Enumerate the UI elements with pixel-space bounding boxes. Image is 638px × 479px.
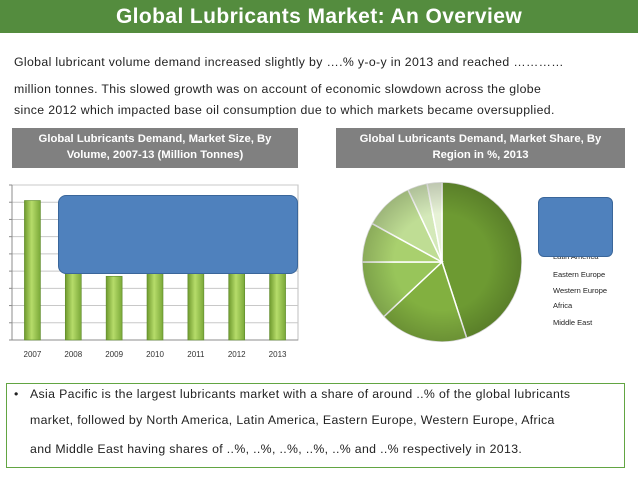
pie-chart-banner: Global Lubricants Demand, Market Share, … bbox=[336, 128, 625, 168]
bar-chart-title-line-2: Volume, 2007-13 (Million Tonnes) bbox=[66, 149, 244, 161]
bar-chart-title-line-1: Global Lubricants Demand, Market Size, B… bbox=[38, 133, 272, 145]
pie-chart-title-line-2: Region in %, 2013 bbox=[432, 149, 529, 161]
intro-line-2: million tonnes. This slowed growth was o… bbox=[14, 82, 542, 96]
bar-x-label-2008: 2008 bbox=[64, 350, 82, 359]
legend-item-western-europe: Western Europe bbox=[553, 286, 608, 295]
legend-item-eastern-europe: Eastern Europe bbox=[553, 270, 606, 279]
page-title: Global Lubricants Market: An Overview bbox=[115, 5, 523, 28]
bar-chart-banner: Global Lubricants Demand, Market Size, B… bbox=[12, 128, 298, 168]
summary-line-1: Asia Pacific is the largest lubricants m… bbox=[30, 387, 571, 401]
title-bar bbox=[0, 0, 638, 33]
bar-chart-overlay-box bbox=[58, 195, 298, 274]
bar-x-label-2007: 2007 bbox=[24, 350, 42, 359]
legend-item-africa: Africa bbox=[553, 301, 573, 310]
legend-overlay-box bbox=[538, 197, 613, 257]
bar-x-label-2011: 2011 bbox=[187, 350, 205, 359]
summary-box bbox=[6, 383, 625, 468]
summary-line-3: and Middle East having shares of ..%, ..… bbox=[30, 442, 523, 456]
summary-bullet: • bbox=[14, 387, 19, 401]
pie-chart-title-line-1: Global Lubricants Demand, Market Share, … bbox=[359, 133, 602, 145]
summary-line-2: market, followed by North America, Latin… bbox=[30, 413, 555, 427]
bar-x-label-2012: 2012 bbox=[228, 350, 246, 359]
bar-x-label-2009: 2009 bbox=[105, 350, 123, 359]
intro-line-3: since 2012 which impacted base oil consu… bbox=[14, 103, 555, 117]
bar-2009 bbox=[105, 275, 123, 341]
bar-2007 bbox=[24, 200, 41, 341]
legend-item-middle-east: Middle East bbox=[553, 318, 593, 327]
bar-x-label-2010: 2010 bbox=[146, 350, 164, 359]
bar-x-label-2013: 2013 bbox=[269, 350, 287, 359]
intro-line-1: Global lubricant volume demand increased… bbox=[14, 55, 564, 69]
pie-shading bbox=[362, 182, 522, 342]
